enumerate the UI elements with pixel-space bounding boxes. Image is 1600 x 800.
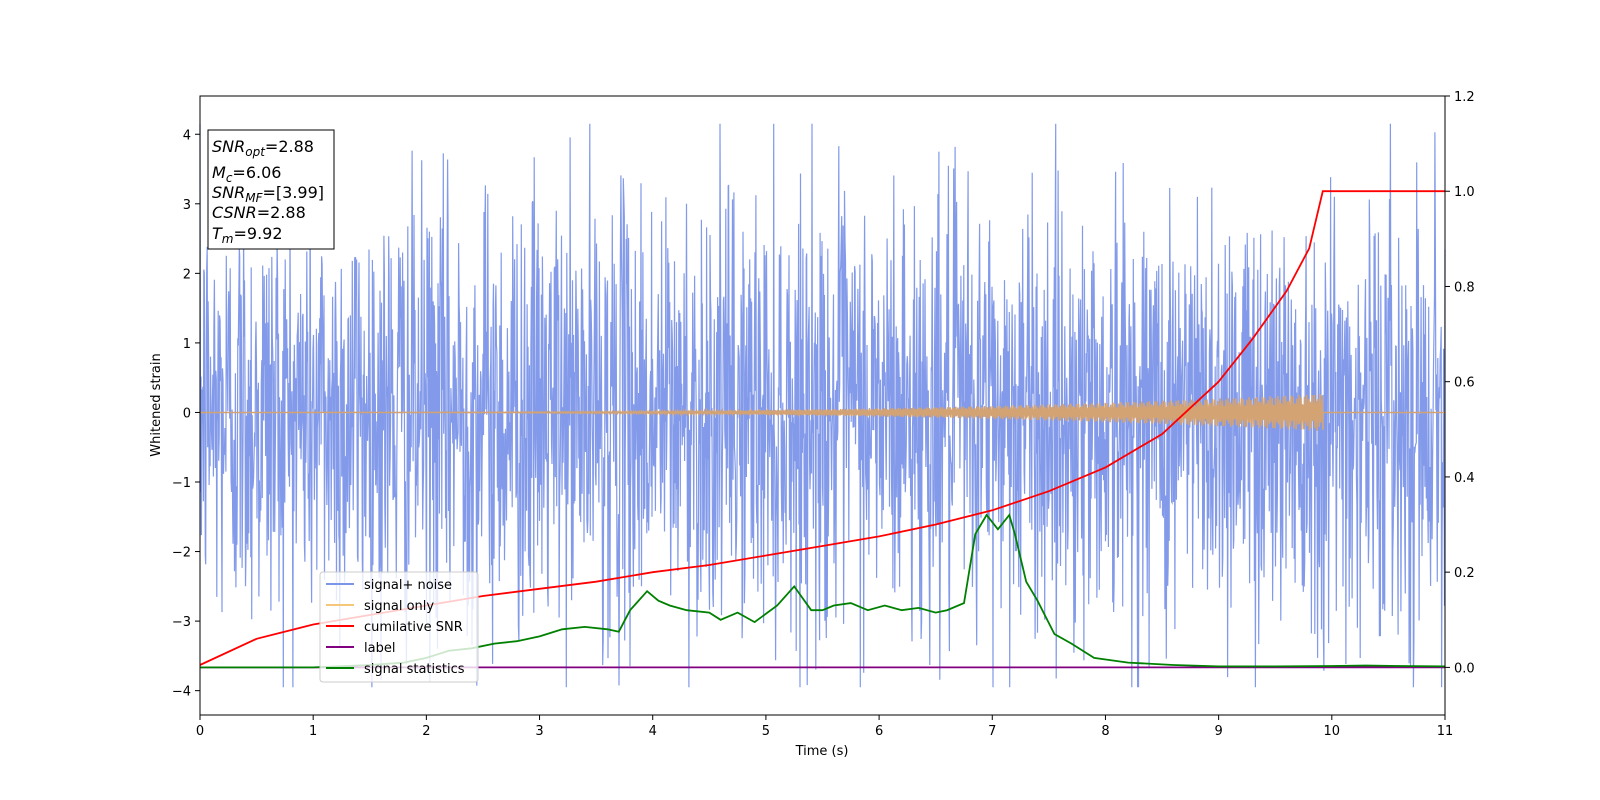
- x-tick-label: 4: [649, 724, 657, 739]
- x-tick-label: 6: [875, 724, 883, 739]
- legend-label-signal-noise: signal+ noise: [364, 578, 452, 593]
- left-y-tick-label: 2: [183, 267, 191, 282]
- x-tick-label: 10: [1324, 724, 1341, 739]
- plot-frame: [199, 95, 1446, 716]
- axes: [199, 95, 1446, 716]
- x-tick-label: 0: [196, 724, 204, 739]
- x-tick-label: 8: [1101, 724, 1109, 739]
- left-y-axis-ticks: −4 −3 −2 −1 0 1 2 3 4: [172, 128, 200, 700]
- x-axis-ticks: 0 1 2 3 4 5 6 7 8 9 10 11: [196, 715, 1453, 739]
- x-tick-label: 1: [309, 724, 317, 739]
- right-y-tick-label: 0.2: [1454, 566, 1475, 581]
- signal-plus-noise-series: [199, 123, 1446, 688]
- x-tick-label: 5: [762, 724, 770, 739]
- right-y-tick-label: 0.0: [1454, 661, 1475, 676]
- y-axis-title: Whitened strain: [149, 353, 164, 456]
- x-tick-label: 2: [422, 724, 430, 739]
- x-axis-title: Time (s): [795, 744, 849, 759]
- signal-only-series: [200, 393, 1445, 431]
- right-y-tick-label: 1.2: [1454, 90, 1475, 105]
- info-box-frame: [207, 129, 335, 250]
- info-csnr: CSNR=2.88: [212, 203, 306, 222]
- legend-label-signal-only: signal only: [364, 599, 434, 614]
- signal-only-line: [200, 393, 1445, 431]
- x-tick-label: 9: [1214, 724, 1222, 739]
- left-y-tick-label: −1: [172, 476, 191, 491]
- left-y-tick-label: 1: [183, 337, 191, 352]
- x-tick-label: 3: [535, 724, 543, 739]
- legend-label-label: label: [364, 641, 395, 656]
- signal-plus-noise-line: [199, 123, 1446, 688]
- x-tick-label: 11: [1437, 724, 1454, 739]
- x-tick-label: 7: [988, 724, 996, 739]
- right-y-tick-label: 0.4: [1454, 471, 1475, 486]
- info-tm: Tm=9.92: [212, 224, 283, 246]
- right-y-tick-label: 0.6: [1454, 376, 1475, 391]
- left-y-tick-label: −2: [172, 546, 191, 561]
- left-y-tick-label: 4: [183, 128, 191, 143]
- legend-label-cumulative-snr: cumilative SNR: [364, 620, 463, 635]
- right-y-tick-label: 1.0: [1454, 185, 1475, 200]
- left-y-tick-label: −3: [172, 615, 191, 630]
- info-snr-opt: SNRopt=2.88: [212, 137, 314, 159]
- signal-statistics-line: [200, 513, 1446, 669]
- right-y-axis-ticks: 0.0 0.2 0.4 0.6 0.8 1.0 1.2: [1445, 90, 1475, 676]
- legend-label-signal-statistics: signal statistics: [364, 662, 465, 677]
- left-y-tick-label: 0: [183, 406, 191, 421]
- right-y-tick-label: 0.8: [1454, 280, 1475, 295]
- info-mc: Mc=6.06: [212, 163, 281, 185]
- info-snr-mf: SNRMF=[3.99]: [212, 183, 324, 205]
- left-y-tick-label: 3: [183, 198, 191, 213]
- info-box: SNRopt=2.88 Mc=6.06 SNRMF=[3.99] CSNR=2.…: [207, 129, 335, 250]
- legend-frame: [319, 571, 479, 683]
- legend: signal+ noise signal only cumilative SNR…: [319, 571, 479, 683]
- left-y-tick-label: −4: [172, 685, 191, 700]
